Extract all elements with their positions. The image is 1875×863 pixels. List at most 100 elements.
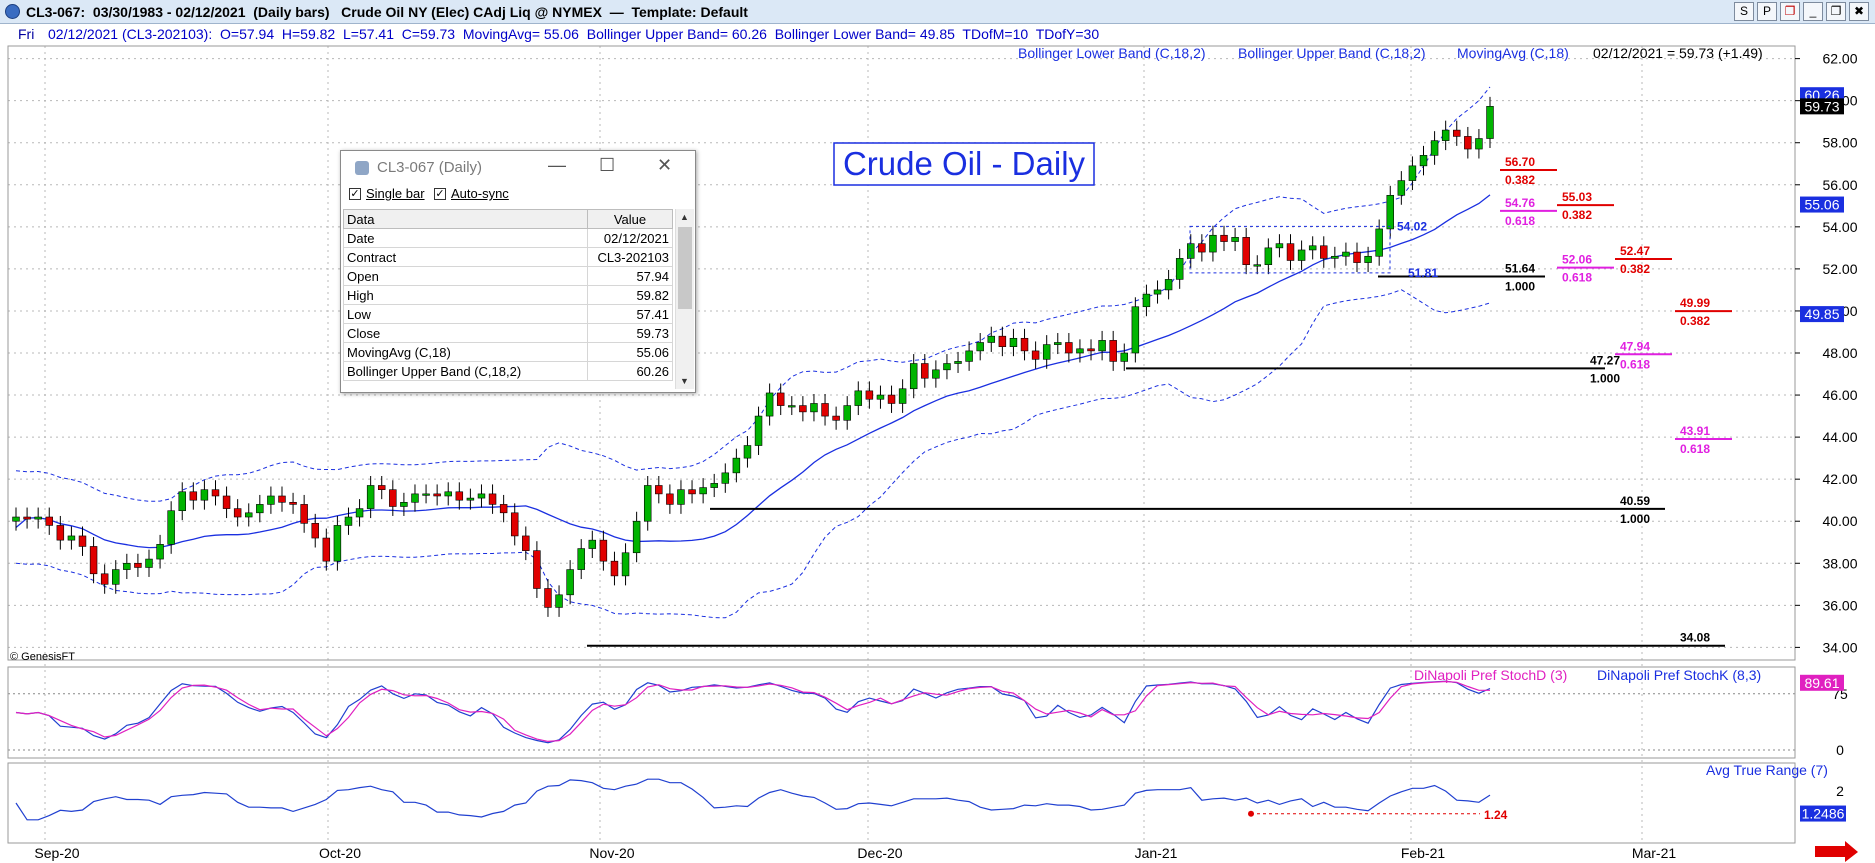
candle-body (433, 493, 441, 497)
candle-body (865, 390, 874, 400)
candle-body (233, 508, 242, 518)
candle-body (278, 495, 286, 503)
data-window-close-icon[interactable]: ✕ (657, 155, 673, 175)
candle-body (123, 562, 131, 570)
fib-value-label: 47.27 (1590, 353, 1620, 367)
row-label: High (343, 285, 588, 305)
close-button[interactable]: ✖ (1849, 2, 1869, 21)
candle-body (89, 546, 98, 575)
auto-sync-checkbox[interactable]: ✓ (434, 188, 446, 200)
axes: 34.00 36.00 38.00 40.00 42.00 44.00 46.00 48.00… (7, 45, 1858, 862)
fib-ratio-label: 1.000 (1590, 371, 1620, 385)
stoch-badge: 89.61 (1804, 675, 1839, 691)
data-window-scrollbar[interactable]: ▲ ▼ (675, 209, 694, 389)
candle-body (898, 388, 907, 404)
single-bar-label: Single bar (366, 186, 425, 201)
restore-button[interactable]: ❐ (1826, 2, 1846, 21)
candle-body (178, 491, 186, 512)
candle-body (743, 445, 752, 459)
scroll-up-icon[interactable]: ▲ (680, 212, 689, 222)
atr-tick-label: 2 (1836, 783, 1844, 799)
candle-body (887, 394, 896, 404)
candle-body (621, 552, 630, 577)
candle-body (1209, 234, 1217, 253)
candle-body (666, 493, 674, 505)
data-column-header[interactable]: Data (343, 209, 588, 229)
last-price-badge: 59.73 (1804, 98, 1839, 114)
fib-ratio-label: 0.618 (1505, 214, 1535, 228)
table-row: Low 57.41 (343, 304, 673, 324)
fib-value-label: 52.06 (1562, 253, 1592, 267)
data-window[interactable]: CL3-067 (Daily) — ☐ ✕ ✓ Single bar ✓ Aut… (340, 150, 696, 393)
candle-body (832, 415, 840, 421)
candle-body (256, 504, 264, 514)
single-bar-checkbox[interactable]: ✓ (349, 188, 361, 200)
candle-body (134, 562, 142, 568)
x-tick-label: Mar-21 (1632, 845, 1677, 861)
candle-body (1342, 251, 1350, 257)
scroll-down-icon[interactable]: ▼ (680, 376, 689, 386)
value-column-header[interactable]: Value (587, 209, 673, 229)
table-row: High 59.82 (343, 285, 673, 305)
candle-body (1308, 245, 1317, 251)
y-tick-label: 48.00 (1822, 345, 1857, 361)
candle-body (167, 510, 175, 545)
x-tick-label: Dec-20 (857, 845, 902, 861)
row-label: Date (343, 228, 588, 248)
s-button[interactable]: S (1734, 2, 1754, 21)
scroll-right-icon (1815, 841, 1858, 862)
data-window-maximize-icon[interactable]: ☐ (599, 155, 616, 175)
row-value: 02/12/2021 (587, 228, 673, 248)
candle-body (965, 350, 973, 362)
info-day: Fri (18, 26, 35, 42)
y-tick-label: 40.00 (1822, 513, 1857, 529)
candle-body (499, 504, 508, 514)
y-tick-label: 36.00 (1822, 597, 1857, 613)
stochastic-panel (8, 680, 1795, 751)
candle-body (1375, 228, 1383, 257)
bollinger-lower-line (15, 289, 1491, 619)
candle-body (1453, 129, 1461, 137)
candle-body (544, 588, 552, 608)
candles (12, 96, 1494, 617)
copy-button[interactable]: ❐ (1780, 2, 1800, 21)
candle-body (688, 489, 696, 495)
stoch-d-line (15, 680, 1490, 743)
candle-body (1464, 136, 1472, 150)
candle-body (1353, 251, 1361, 263)
chart-title-box (833, 142, 1095, 186)
data-table: Data Value Date 02/12/2021 Contract CL3-20… (343, 209, 673, 381)
scroll-thumb[interactable] (678, 227, 692, 309)
candle-body (765, 392, 774, 417)
copyright: © GenesisFT (10, 651, 75, 663)
candle-body (311, 523, 319, 539)
candle-body (355, 508, 364, 518)
data-window-titlebar[interactable]: CL3-067 (Daily) — ☐ ✕ (341, 151, 695, 183)
stoch-tick-label: 0 (1836, 742, 1844, 758)
data-window-minimize-icon[interactable]: — (548, 155, 566, 175)
p-button[interactable]: P (1757, 2, 1777, 21)
minimize-button[interactable]: _ (1803, 2, 1823, 21)
candle-body (854, 390, 863, 406)
candle-body (112, 569, 120, 585)
fib-ratio-label: 0.618 (1562, 271, 1592, 285)
candle-body (555, 594, 563, 608)
stoch-panel-frame (7, 666, 1796, 759)
candle-body (799, 405, 807, 413)
x-tick-label: Sep-20 (34, 845, 79, 861)
fib-value-label: 49.99 (1680, 296, 1710, 310)
candle-body (1076, 348, 1084, 354)
data-window-options: ✓ Single bar ✓ Auto-sync (341, 185, 695, 207)
candle-body (976, 342, 984, 352)
candle-body (1065, 342, 1073, 354)
candle-body (1020, 337, 1029, 352)
candle-body (1042, 344, 1051, 360)
fib-ratio-label: 1.000 (1620, 512, 1650, 526)
fib-ratio-label: 0.382 (1562, 208, 1592, 222)
app-icon (5, 4, 20, 19)
candle-body (721, 472, 730, 484)
candle-body (1187, 243, 1195, 259)
row-value: 59.73 (587, 323, 673, 343)
atr-marker-dot (1248, 810, 1254, 817)
